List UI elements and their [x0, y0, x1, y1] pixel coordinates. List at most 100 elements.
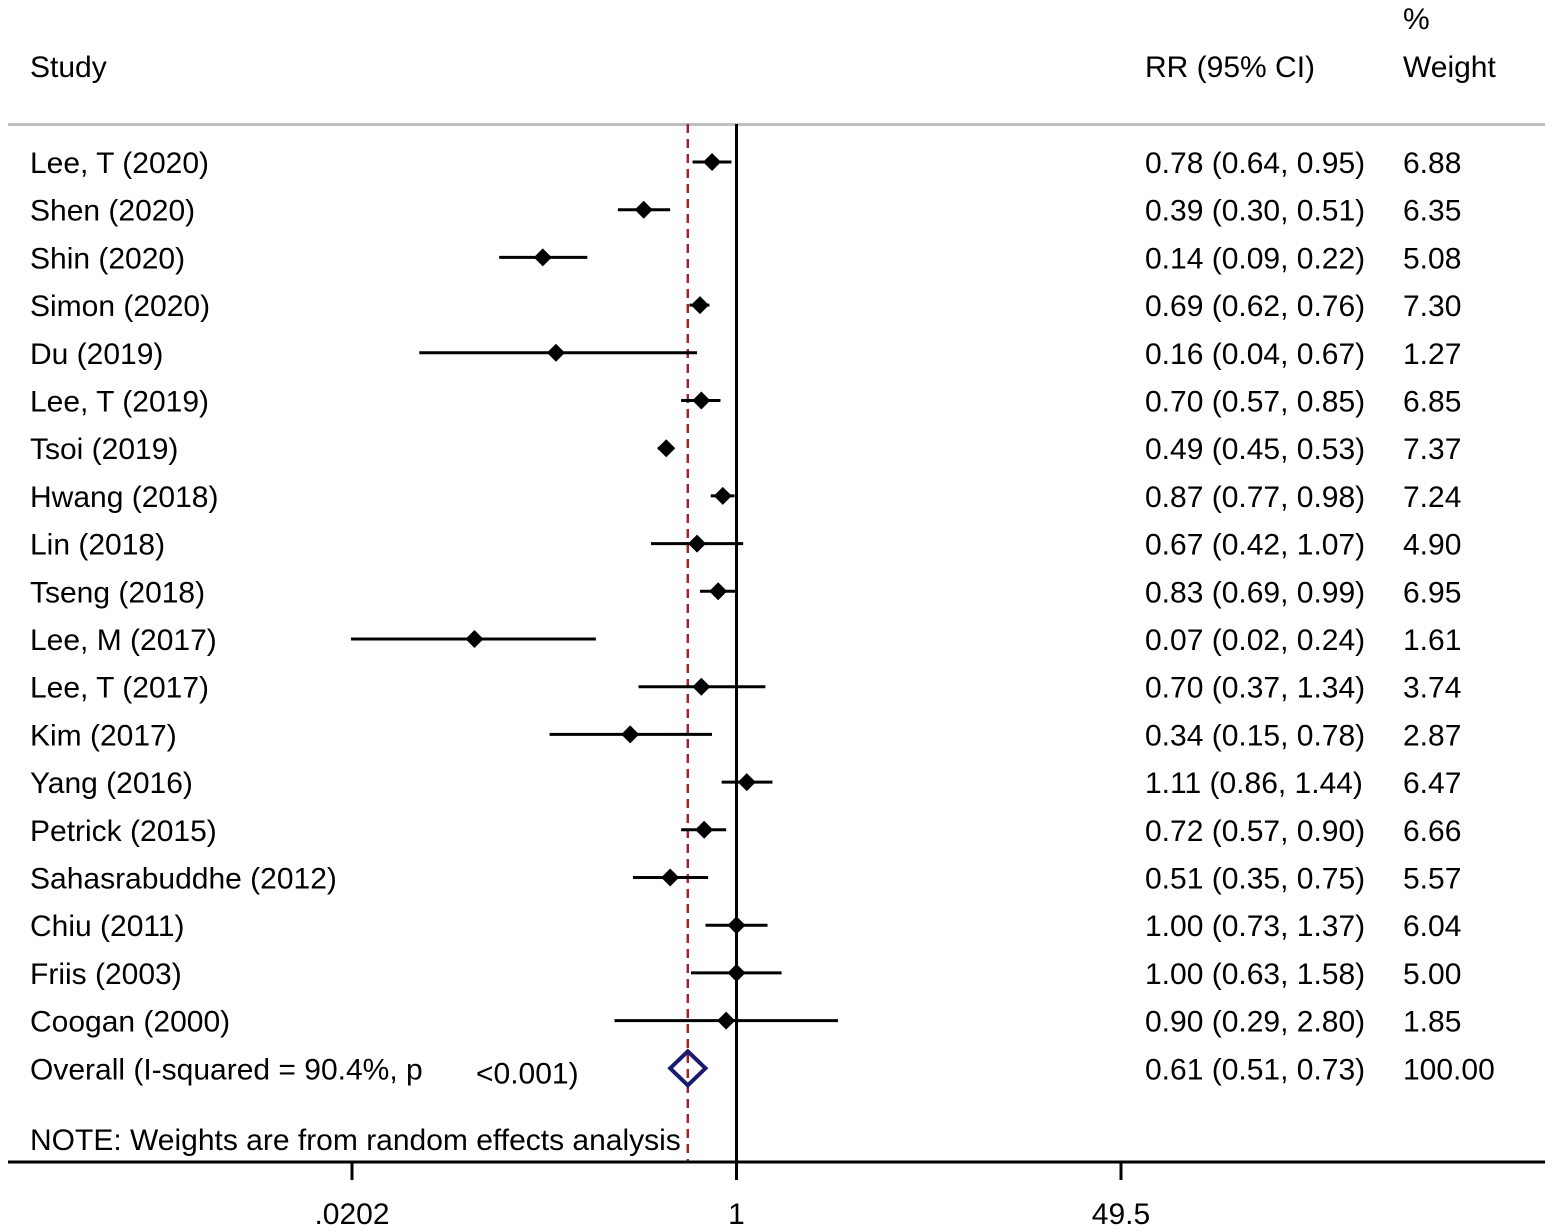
- weight-value: 5.08: [1403, 242, 1461, 275]
- header-rr-ci: RR (95% CI): [1145, 51, 1315, 84]
- header-weight: Weight: [1403, 51, 1496, 84]
- study-label: Hwang (2018): [30, 481, 218, 514]
- point-estimate-marker: [634, 200, 653, 219]
- header-weight-percent: %: [1403, 3, 1430, 36]
- point-estimate-marker: [709, 582, 728, 601]
- forest-row: Lee, T (2019) 0.70 (0.57, 0.85) 6.85: [30, 386, 1461, 419]
- rr-ci-value: 1.00 (0.73, 1.37): [1145, 910, 1365, 943]
- point-estimate-marker: [546, 343, 565, 362]
- rr-ci-value: 0.90 (0.29, 2.80): [1145, 1006, 1365, 1039]
- forest-row: Tsoi (2019) 0.49 (0.45, 0.53) 7.37: [30, 433, 1461, 466]
- point-estimate-marker: [657, 439, 676, 458]
- rr-ci-value: 0.70 (0.37, 1.34): [1145, 672, 1365, 705]
- point-estimate-marker: [692, 677, 711, 696]
- rr-ci-value: 0.14 (0.09, 0.22): [1145, 242, 1365, 275]
- overall-diamond: [667, 1048, 709, 1089]
- forest-row: Hwang (2018) 0.87 (0.77, 0.98) 7.24: [30, 481, 1461, 514]
- weight-value: 6.88: [1403, 147, 1461, 180]
- point-estimate-marker: [621, 725, 640, 744]
- weight-value: 7.37: [1403, 433, 1461, 466]
- forest-row: Chiu (2011) 1.00 (0.73, 1.37) 6.04: [30, 910, 1461, 943]
- study-label: Simon (2020): [30, 290, 210, 323]
- overall-weight-value: 100.00: [1403, 1053, 1495, 1086]
- rr-ci-value: 0.72 (0.57, 0.90): [1145, 815, 1365, 848]
- weight-value: 3.74: [1403, 672, 1461, 705]
- forest-row: Petrick (2015) 0.72 (0.57, 0.90) 6.66: [30, 815, 1461, 848]
- weight-value: 6.66: [1403, 815, 1461, 848]
- overall-label: Overall (I-squared = 90.4%, p: [30, 1053, 423, 1086]
- study-label: Shin (2020): [30, 242, 185, 275]
- forest-row: Lin (2018) 0.67 (0.42, 1.07) 4.90: [30, 529, 1461, 562]
- forest-row: Simon (2020) 0.69 (0.62, 0.76) 7.30: [30, 290, 1461, 323]
- weight-value: 6.04: [1403, 910, 1461, 943]
- rr-ci-value: 0.51 (0.35, 0.75): [1145, 863, 1365, 896]
- study-rows: Lee, T (2020) 0.78 (0.64, 0.95) 6.88 Shen (…: [30, 147, 1461, 1039]
- forest-row: Lee, M (2017) 0.07 (0.02, 0.24) 1.61: [30, 624, 1461, 657]
- x-tick-label: 1: [728, 1198, 745, 1231]
- study-label: Coogan (2000): [30, 1006, 230, 1039]
- point-estimate-marker: [717, 1011, 736, 1030]
- point-estimate-marker: [727, 963, 746, 982]
- weight-value: 5.57: [1403, 863, 1461, 896]
- weight-value: 6.47: [1403, 767, 1461, 800]
- point-estimate-marker: [688, 534, 707, 553]
- rr-ci-value: 0.87 (0.77, 0.98): [1145, 481, 1365, 514]
- point-estimate-marker: [465, 630, 484, 648]
- overall-p-value: <0.001): [476, 1057, 579, 1090]
- overall-rr-ci-value: 0.61 (0.51, 0.73): [1145, 1053, 1365, 1086]
- study-label: Yang (2016): [30, 767, 193, 800]
- x-tick-label: .0202: [314, 1198, 389, 1231]
- rr-ci-value: 0.69 (0.62, 0.76): [1145, 290, 1365, 323]
- study-label: Lee, T (2017): [30, 672, 209, 705]
- rr-ci-value: 0.07 (0.02, 0.24): [1145, 624, 1365, 657]
- study-label: Lee, T (2020): [30, 147, 209, 180]
- weight-value: 1.27: [1403, 338, 1461, 371]
- rr-ci-value: 0.34 (0.15, 0.78): [1145, 719, 1365, 752]
- rr-ci-value: 0.78 (0.64, 0.95): [1145, 147, 1365, 180]
- forest-row: Lee, T (2020) 0.78 (0.64, 0.95) 6.88: [30, 147, 1461, 180]
- rr-ci-value: 0.49 (0.45, 0.53): [1145, 433, 1365, 466]
- weight-value: 1.85: [1403, 1006, 1461, 1039]
- forest-row: Sahasrabuddhe (2012) 0.51 (0.35, 0.75) 5.5…: [30, 863, 1461, 896]
- study-label: Friis (2003): [30, 958, 182, 991]
- study-label: Lee, T (2019): [30, 386, 209, 419]
- header-study: Study: [30, 51, 107, 84]
- note-text: NOTE: Weights are from random effects an…: [30, 1124, 681, 1157]
- forest-row: Friis (2003) 1.00 (0.63, 1.58) 5.00: [30, 958, 1461, 991]
- point-estimate-marker: [533, 248, 552, 267]
- point-estimate-marker: [692, 391, 711, 410]
- weight-value: 5.00: [1403, 958, 1461, 991]
- forest-row: Yang (2016) 1.11 (0.86, 1.44) 6.47: [30, 767, 1461, 800]
- forest-row: Lee, T (2017) 0.70 (0.37, 1.34) 3.74: [30, 672, 1461, 705]
- point-estimate-marker: [737, 773, 756, 792]
- weight-value: 1.61: [1403, 624, 1461, 657]
- forest-row: Shin (2020) 0.14 (0.09, 0.22) 5.08: [30, 242, 1461, 275]
- study-label: Sahasrabuddhe (2012): [30, 863, 337, 896]
- forest-row: Kim (2017) 0.34 (0.15, 0.78) 2.87: [30, 719, 1461, 752]
- weight-value: 7.24: [1403, 481, 1461, 514]
- point-estimate-marker: [713, 486, 732, 505]
- forest-row: Coogan (2000) 0.90 (0.29, 2.80) 1.85: [30, 1006, 1461, 1039]
- rr-ci-value: 1.00 (0.63, 1.58): [1145, 958, 1365, 991]
- forest-row: Shen (2020) 0.39 (0.30, 0.51) 6.35: [30, 195, 1461, 228]
- weight-value: 2.87: [1403, 719, 1461, 752]
- rr-ci-value: 0.16 (0.04, 0.67): [1145, 338, 1365, 371]
- study-label: Lee, M (2017): [30, 624, 217, 657]
- forest-row: Tseng (2018) 0.83 (0.69, 0.99) 6.95: [30, 576, 1461, 609]
- point-estimate-marker: [695, 820, 714, 839]
- rr-ci-value: 0.70 (0.57, 0.85): [1145, 386, 1365, 419]
- point-estimate-marker: [703, 153, 722, 171]
- rr-ci-value: 0.39 (0.30, 0.51): [1145, 195, 1365, 228]
- weight-value: 6.85: [1403, 386, 1461, 419]
- point-estimate-marker: [727, 916, 746, 935]
- point-estimate-marker: [690, 296, 709, 315]
- x-tick-label: 49.5: [1092, 1198, 1150, 1231]
- study-label: Shen (2020): [30, 195, 195, 228]
- weight-value: 7.30: [1403, 290, 1461, 323]
- study-label: Du (2019): [30, 338, 163, 371]
- rr-ci-value: 0.83 (0.69, 0.99): [1145, 576, 1365, 609]
- study-label: Tseng (2018): [30, 576, 205, 609]
- study-label: Petrick (2015): [30, 815, 217, 848]
- overall-row: Overall (I-squared = 90.4%, p <0.001) 0.61…: [30, 1048, 1495, 1090]
